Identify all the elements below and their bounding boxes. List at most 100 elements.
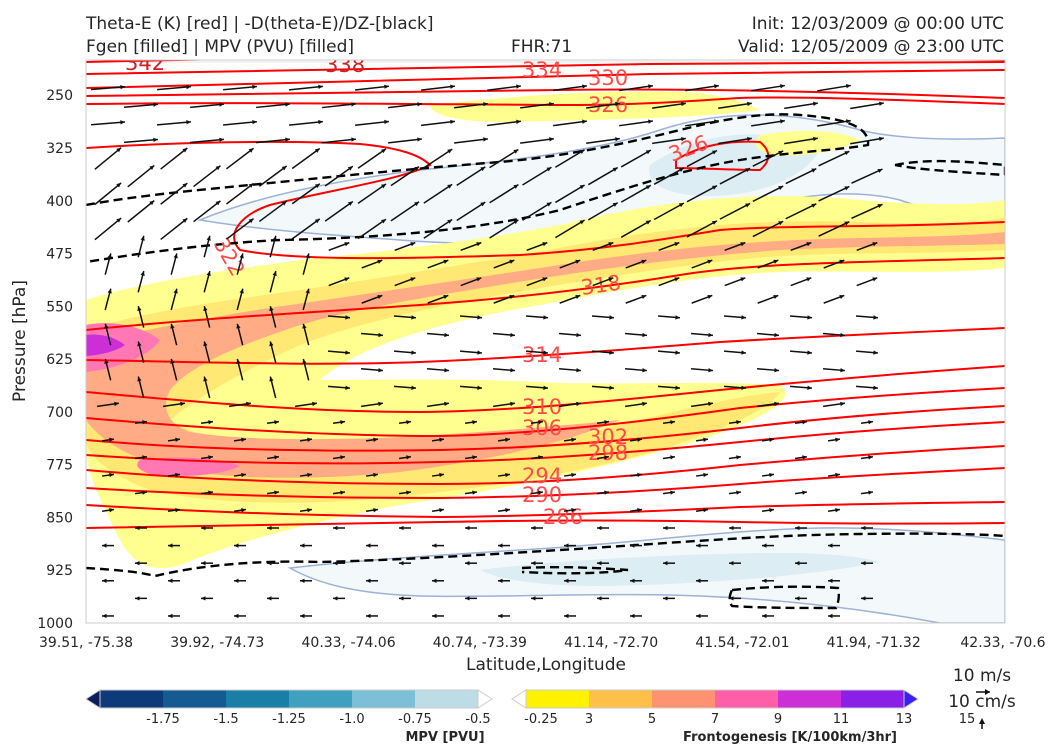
wind-arrowhead: [872, 242, 878, 247]
wind-arrowhead: [109, 508, 114, 513]
wind-arrowhead: [546, 202, 552, 207]
label-298: 298: [588, 441, 628, 465]
wind-arrowhead: [439, 472, 444, 478]
wind-arrowhead: [844, 186, 850, 191]
wind-arrowhead: [802, 490, 807, 495]
wind-arrowhead: [778, 150, 784, 155]
wind-arrowhead: [203, 341, 208, 347]
colorbar-tick-label: 9: [774, 712, 782, 727]
wind-arrowhead: [811, 168, 817, 173]
wind-arrowhead: [168, 543, 173, 548]
wind-arrowhead: [877, 204, 883, 209]
valid-time: Valid: 12/05/2009 @ 23:00 UTC: [738, 37, 1004, 57]
wind-arrow: [752, 185, 784, 203]
wind-arrow: [817, 84, 851, 92]
wind-arrow: [489, 148, 519, 169]
wind-arrowhead: [116, 218, 122, 223]
wind-arrowhead: [531, 596, 536, 601]
wind-arrowhead: [281, 201, 287, 206]
wind-arrowhead: [579, 220, 585, 225]
colorbar-swatch: [715, 690, 779, 708]
wind-arrowhead: [109, 472, 114, 478]
label-310: 310: [522, 395, 562, 419]
wind-arrow: [850, 102, 884, 110]
wind-arrowhead: [564, 543, 569, 548]
wind-arrow: [850, 137, 884, 145]
y-tick-label: 925: [46, 563, 73, 579]
wind-arrow: [193, 200, 221, 223]
wind-arrowhead: [149, 200, 155, 206]
wind-arrowhead: [769, 508, 774, 513]
wind-arrowhead: [302, 358, 307, 364]
wind-arrowhead: [175, 508, 180, 513]
wind-arrow: [619, 85, 653, 92]
wind-arrow: [489, 184, 519, 204]
colorbar-tick-label: 15: [959, 712, 976, 727]
label-338: 338: [325, 53, 365, 77]
wind-arrowhead: [267, 561, 272, 566]
wind-arrowhead: [839, 259, 845, 264]
wind-arrowhead: [703, 508, 708, 513]
wind-arrowhead: [509, 294, 515, 300]
wind-arrow: [127, 200, 155, 223]
wind-arrowhead: [861, 525, 866, 531]
wind-arrow: [817, 119, 851, 127]
wind-arrow: [818, 220, 850, 237]
fgen-band-3-right: [755, 130, 860, 156]
wind-arrow: [851, 203, 883, 220]
colorbar-tick-label: -1.25: [272, 712, 306, 727]
label-330: 330: [588, 66, 628, 90]
wind-arrow: [522, 201, 552, 221]
colorbar-swatch: [526, 690, 590, 708]
wind-ref-horizontal-label: 10 m/s: [953, 666, 1011, 686]
wind-arrowhead: [480, 202, 486, 207]
wind-arrowhead: [104, 323, 109, 329]
wind-arrow: [685, 84, 719, 92]
wind-arrowhead: [741, 350, 746, 355]
wind-arrowhead: [414, 166, 420, 171]
wind-arrowhead: [450, 119, 455, 125]
x-tick-label: 39.51, -75.38: [39, 635, 133, 651]
wind-arrowhead: [340, 420, 345, 425]
wind-arrowhead: [120, 120, 125, 125]
wind-arrowhead: [546, 167, 552, 172]
wind-arrowhead: [762, 613, 767, 619]
wind-arrow: [94, 217, 122, 241]
wind-arrowhead: [267, 525, 272, 531]
wind-arrowhead: [186, 120, 191, 125]
wind-arrowhead: [582, 84, 587, 89]
title-line-1: Theta-E (K) [red] | -D(theta-E)/DZ-[blac…: [86, 14, 434, 34]
colorbar-swatch: [352, 690, 416, 708]
wind-arrowhead: [182, 218, 188, 223]
wind-arrowhead: [300, 578, 305, 583]
wind-arrowhead: [813, 101, 818, 106]
wind-arrowhead: [513, 149, 519, 154]
wind-arrowhead: [845, 84, 851, 89]
wind-arrowhead: [307, 508, 312, 513]
wind-arrowhead: [307, 437, 312, 442]
wind-arrowhead: [868, 490, 873, 495]
wind-arrowhead: [234, 578, 239, 583]
wind-arrowhead: [642, 368, 647, 373]
wind-arrow: [489, 219, 519, 239]
wind-arrowhead: [576, 368, 581, 373]
wind-arrowhead: [201, 525, 206, 531]
wind-arrowhead: [769, 437, 774, 442]
wind-arrow: [785, 167, 817, 185]
x-tick-label: 40.33, -74.06: [302, 635, 396, 651]
wind-arrowhead: [120, 84, 125, 90]
label-290: 290: [522, 483, 562, 507]
wind-arrowhead: [272, 235, 277, 241]
wind-arrowhead: [839, 294, 845, 300]
wind-arrowhead: [175, 437, 180, 442]
wind-arrow: [620, 184, 652, 203]
wind-arrow: [719, 202, 751, 220]
wind-arrowhead: [711, 150, 717, 155]
wind-arrow: [784, 137, 818, 145]
wind-arrowhead: [707, 294, 713, 300]
wind-arrowhead: [780, 84, 785, 89]
wind-arrowhead: [274, 420, 279, 425]
fgen-colorbar: 3 5 7 9 11 13 15: [511, 689, 976, 727]
wind-arrowhead: [285, 102, 290, 107]
wind-arrowhead: [399, 525, 404, 531]
